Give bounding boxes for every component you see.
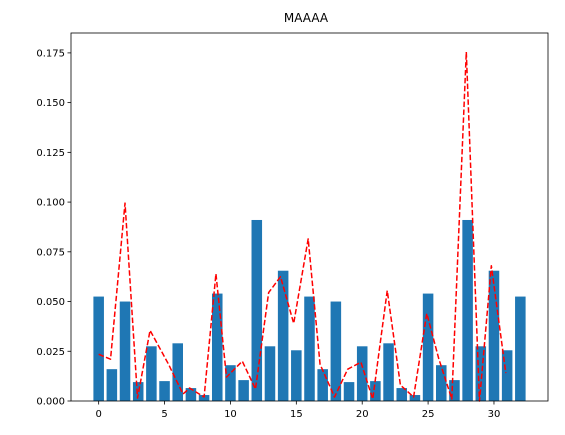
x-tick-label-5: 5: [161, 409, 167, 420]
y-tick-label-2: 0.050: [36, 297, 65, 308]
x-tick-label-20: 20: [356, 409, 369, 420]
bar-23: [396, 388, 408, 401]
bar-14: [277, 270, 289, 401]
bar-11: [238, 380, 249, 401]
y-tick-label-0: 0.000: [36, 397, 65, 408]
bar-25: [422, 293, 434, 401]
bar-series: [93, 219, 526, 401]
bar-22: [383, 343, 394, 401]
bar-16: [304, 296, 315, 401]
chart-title: MAAAA: [284, 11, 329, 25]
y-tick-label-1: 0.025: [36, 347, 65, 358]
bar-1: [106, 369, 118, 401]
x-tick-label-15: 15: [290, 409, 303, 420]
bar-17: [317, 369, 328, 401]
bar-12: [251, 219, 263, 401]
x-tick-label-30: 30: [488, 409, 501, 420]
bar-6: [172, 343, 183, 401]
x-tick-label-25: 25: [422, 409, 435, 420]
bar-4: [146, 346, 157, 401]
bar-7: [185, 388, 197, 401]
y-tick-label-5: 0.125: [36, 148, 65, 159]
axes-frame: [70, 32, 549, 402]
bar-5: [159, 381, 170, 401]
bar-18: [330, 301, 342, 401]
bar-31: [501, 350, 513, 401]
y-tick-label-3: 0.075: [36, 247, 65, 258]
bar-26: [436, 365, 447, 401]
bar-13: [264, 346, 276, 401]
dashed-line: [98, 51, 507, 402]
bar-0: [93, 296, 104, 401]
x-tick-label-10: 10: [224, 409, 237, 420]
x-axis: 0 5 10 15 20 25 30: [95, 401, 500, 420]
bar-24: [409, 395, 421, 401]
y-axis: 0.000 0.025 0.050 0.075 0.100 0.125 0.150 0.175: [36, 48, 71, 408]
bar-2: [119, 301, 131, 401]
x-tick-label-0: 0: [95, 409, 101, 420]
y-tick-label-7: 0.175: [36, 48, 65, 59]
bar-8: [198, 395, 210, 401]
bar-9: [211, 293, 223, 401]
line-series: [98, 51, 507, 402]
bar-27: [449, 380, 460, 401]
bar-21: [370, 381, 381, 401]
bar-32: [515, 296, 526, 401]
y-tick-label-6: 0.150: [36, 98, 65, 109]
bar-19: [343, 382, 355, 401]
y-tick-label-4: 0.100: [36, 198, 65, 209]
bar-15: [291, 350, 302, 401]
bar-10: [225, 365, 236, 401]
bar-30: [488, 270, 500, 401]
bar-28: [462, 219, 473, 401]
bar-29: [475, 346, 487, 401]
bar-20: [356, 346, 368, 401]
